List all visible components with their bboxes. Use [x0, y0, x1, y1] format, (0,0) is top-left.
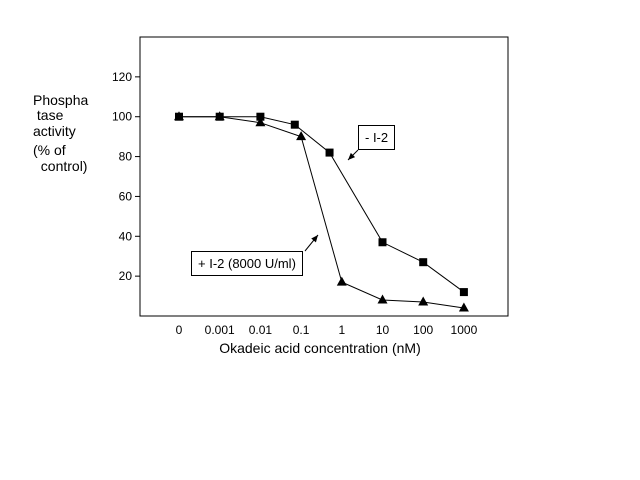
data-point-square: [290, 120, 299, 129]
x-tick-label: 10: [376, 323, 390, 337]
y-tick-label: 100: [112, 110, 132, 124]
data-point-square: [325, 148, 334, 157]
y-tick-label: 20: [119, 269, 133, 283]
data-point-triangle: [174, 111, 184, 121]
data-point-square: [459, 288, 468, 297]
y-axis-label-line: tase: [33, 107, 64, 123]
y-axis-label-line: (% of: [33, 142, 66, 158]
data-point-square: [256, 112, 265, 121]
data-point-triangle: [336, 276, 347, 286]
plot-frame: [139, 36, 509, 317]
y-axis-label-line: Phospha: [33, 92, 89, 108]
data-point-triangle: [377, 294, 388, 304]
x-tick-label: 1: [338, 323, 345, 337]
y-axis: 20 40 60 80 100 120: [112, 70, 140, 283]
series-plus-i2: [174, 111, 469, 312]
x-tick-label: 0: [176, 323, 183, 337]
y-tick-label: 80: [119, 150, 133, 164]
y-axis-label-line: activity: [33, 123, 76, 139]
y-tick-label: 120: [112, 70, 132, 84]
callout-arrows: [304, 149, 359, 252]
data-point-square: [419, 258, 428, 267]
data-point-triangle: [296, 131, 307, 141]
y-tick-label: 40: [119, 229, 133, 243]
x-axis: 0 0.001 0.01 0.1 1 10 100 1000: [176, 323, 478, 337]
arrow-plus-i2: [304, 234, 319, 252]
x-tick-label: 0.1: [293, 323, 310, 337]
callout-plus-i2: + I-2 (8000 U/ml): [191, 251, 303, 276]
data-point-triangle: [214, 111, 225, 121]
y-tick-label: 60: [119, 189, 133, 203]
series-line: [179, 116, 464, 309]
data-point-square: [378, 238, 387, 247]
series-line: [179, 116, 465, 293]
x-tick-label: 100: [413, 323, 433, 337]
x-tick-label: 0.001: [205, 323, 235, 337]
x-axis-label: Okadeic acid concentration (nM): [219, 340, 421, 356]
data-point-triangle: [458, 302, 469, 312]
y-axis-label-line: control): [33, 158, 88, 174]
x-tick-label: 0.01: [249, 323, 273, 337]
x-tick-label: 1000: [451, 323, 478, 337]
arrow-minus-i2: [347, 149, 359, 161]
series-layer: [174, 111, 469, 312]
callout-minus-i2: - I-2: [358, 125, 396, 150]
data-point-triangle: [418, 296, 429, 306]
data-point-triangle: [255, 117, 266, 127]
